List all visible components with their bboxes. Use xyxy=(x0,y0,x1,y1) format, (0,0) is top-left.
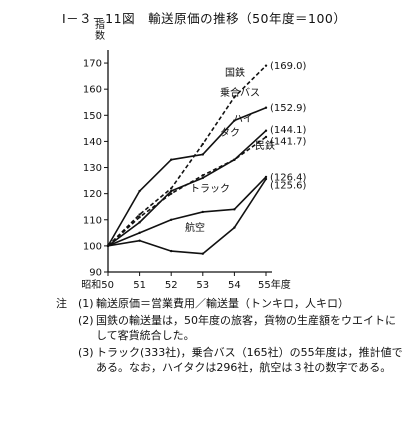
y-tick-label: 130 xyxy=(83,163,102,174)
x-tick-label: 53 xyxy=(196,280,209,291)
note-number: (3) xyxy=(78,346,94,359)
y-tick-label: 160 xyxy=(83,85,102,96)
note-text: 国鉄の輸送量は，50年度の旅客，貨物の生産額をウエイトにして客貨統合した。 xyxy=(96,314,396,342)
data-point xyxy=(233,226,236,229)
series-label: 乗合バス xyxy=(220,86,260,99)
series-line-0 xyxy=(107,65,267,247)
data-point xyxy=(138,213,141,216)
y-tick-labels: 指数 90 100 110 120 130 140 150 160 170 xyxy=(83,18,108,279)
data-point xyxy=(201,153,204,156)
data-point xyxy=(201,176,204,180)
end-value-label: (152.9) xyxy=(270,103,307,114)
data-point xyxy=(233,208,236,211)
data-point xyxy=(170,187,173,190)
note-number: (1) xyxy=(78,297,94,310)
notes-head: 注 xyxy=(56,297,67,310)
y-tick-label: 120 xyxy=(83,189,102,200)
y-tick-label: 170 xyxy=(83,59,102,70)
data-point xyxy=(233,158,236,161)
y-tick-label: 150 xyxy=(83,111,102,122)
data-point xyxy=(170,158,173,161)
series-line-3 xyxy=(107,136,267,247)
series-line-5 xyxy=(107,178,267,255)
notes: 注 (1) 輸送原価＝営業費用／輸送量（トンキロ，人キロ） (2) 国鉄の輸送量… xyxy=(56,296,406,377)
note-number: (2) xyxy=(78,314,94,327)
note-item: (3) トラック(333社)，乗合バス（165社）の55年度は，推計値である。な… xyxy=(56,345,406,375)
line-chart: 指数 90 100 110 120 130 140 150 160 170 昭和50 51 52 53 5… xyxy=(81,18,307,291)
data-point xyxy=(264,129,268,132)
series-label: タク xyxy=(220,127,240,139)
end-value-label: (169.0) xyxy=(270,61,307,72)
note-text: トラック(333社)，乗合バス（165社）の55年度は，推計値である。なお，ハイ… xyxy=(96,346,403,374)
data-point xyxy=(138,215,141,219)
end-value-label: (126.4) xyxy=(270,172,307,183)
data-point xyxy=(170,218,173,221)
x-tick-label: 51 xyxy=(133,280,146,291)
x-tick-label: 54 xyxy=(228,280,241,291)
data-point xyxy=(138,239,141,242)
data-point xyxy=(138,231,141,235)
series-label: 国鉄 xyxy=(225,66,245,79)
series-label: 民鉄 xyxy=(255,139,275,152)
data-point xyxy=(264,177,268,181)
series-lines xyxy=(106,64,268,255)
series-line-1 xyxy=(107,106,267,247)
data-point xyxy=(201,252,204,255)
x-tick-label: 52 xyxy=(165,280,178,291)
end-value-labels: (169.0) (152.9) (144.1)(141.7) (126.4)(125.… xyxy=(270,61,307,191)
data-point xyxy=(264,135,268,139)
end-value-label: (144.1) xyxy=(270,125,307,136)
note-text: 輸送原価＝営業費用／輸送量（トンキロ，人キロ） xyxy=(96,297,349,310)
data-point xyxy=(201,142,204,146)
series-label: ハイ xyxy=(233,114,253,125)
data-point xyxy=(233,95,236,99)
data-point xyxy=(170,249,173,253)
x-tick-label: 55年度 xyxy=(258,278,291,291)
x-tick-label: 昭和50 xyxy=(81,279,114,291)
x-tick-labels: 昭和50 51 52 53 54 55年度 xyxy=(81,272,291,291)
chart-axes xyxy=(107,50,272,273)
y-tick-label: 90 xyxy=(89,268,102,279)
data-point xyxy=(138,221,141,224)
series-label: 航空 xyxy=(185,221,205,234)
data-point xyxy=(106,244,110,248)
data-point xyxy=(138,189,141,193)
note-item: (2) 国鉄の輸送量は，50年度の旅客，貨物の生産額をウエイトにして客貨統合した… xyxy=(56,313,406,343)
end-value-label: (125.6) xyxy=(270,181,307,192)
data-point xyxy=(170,192,173,195)
data-point xyxy=(170,189,173,193)
y-tick-label: 100 xyxy=(83,241,102,252)
data-point xyxy=(264,106,268,109)
series-line-4 xyxy=(107,176,267,247)
data-point xyxy=(264,175,268,179)
data-point xyxy=(264,64,268,67)
page-title: Ⅰ－３－11図 輸送原価の推移（50年度＝100） xyxy=(62,11,347,26)
end-value-label: (141.7) xyxy=(270,136,307,147)
y-tick-label: 140 xyxy=(83,137,102,148)
data-point xyxy=(233,119,236,122)
data-point xyxy=(201,174,204,177)
note-item: 注 (1) 輸送原価＝営業費用／輸送量（トンキロ，人キロ） xyxy=(56,296,406,311)
series-label: トラック xyxy=(190,183,230,195)
y-axis-label: 指数 xyxy=(95,18,105,42)
y-tick-label: 110 xyxy=(83,215,102,226)
data-point xyxy=(201,210,204,214)
